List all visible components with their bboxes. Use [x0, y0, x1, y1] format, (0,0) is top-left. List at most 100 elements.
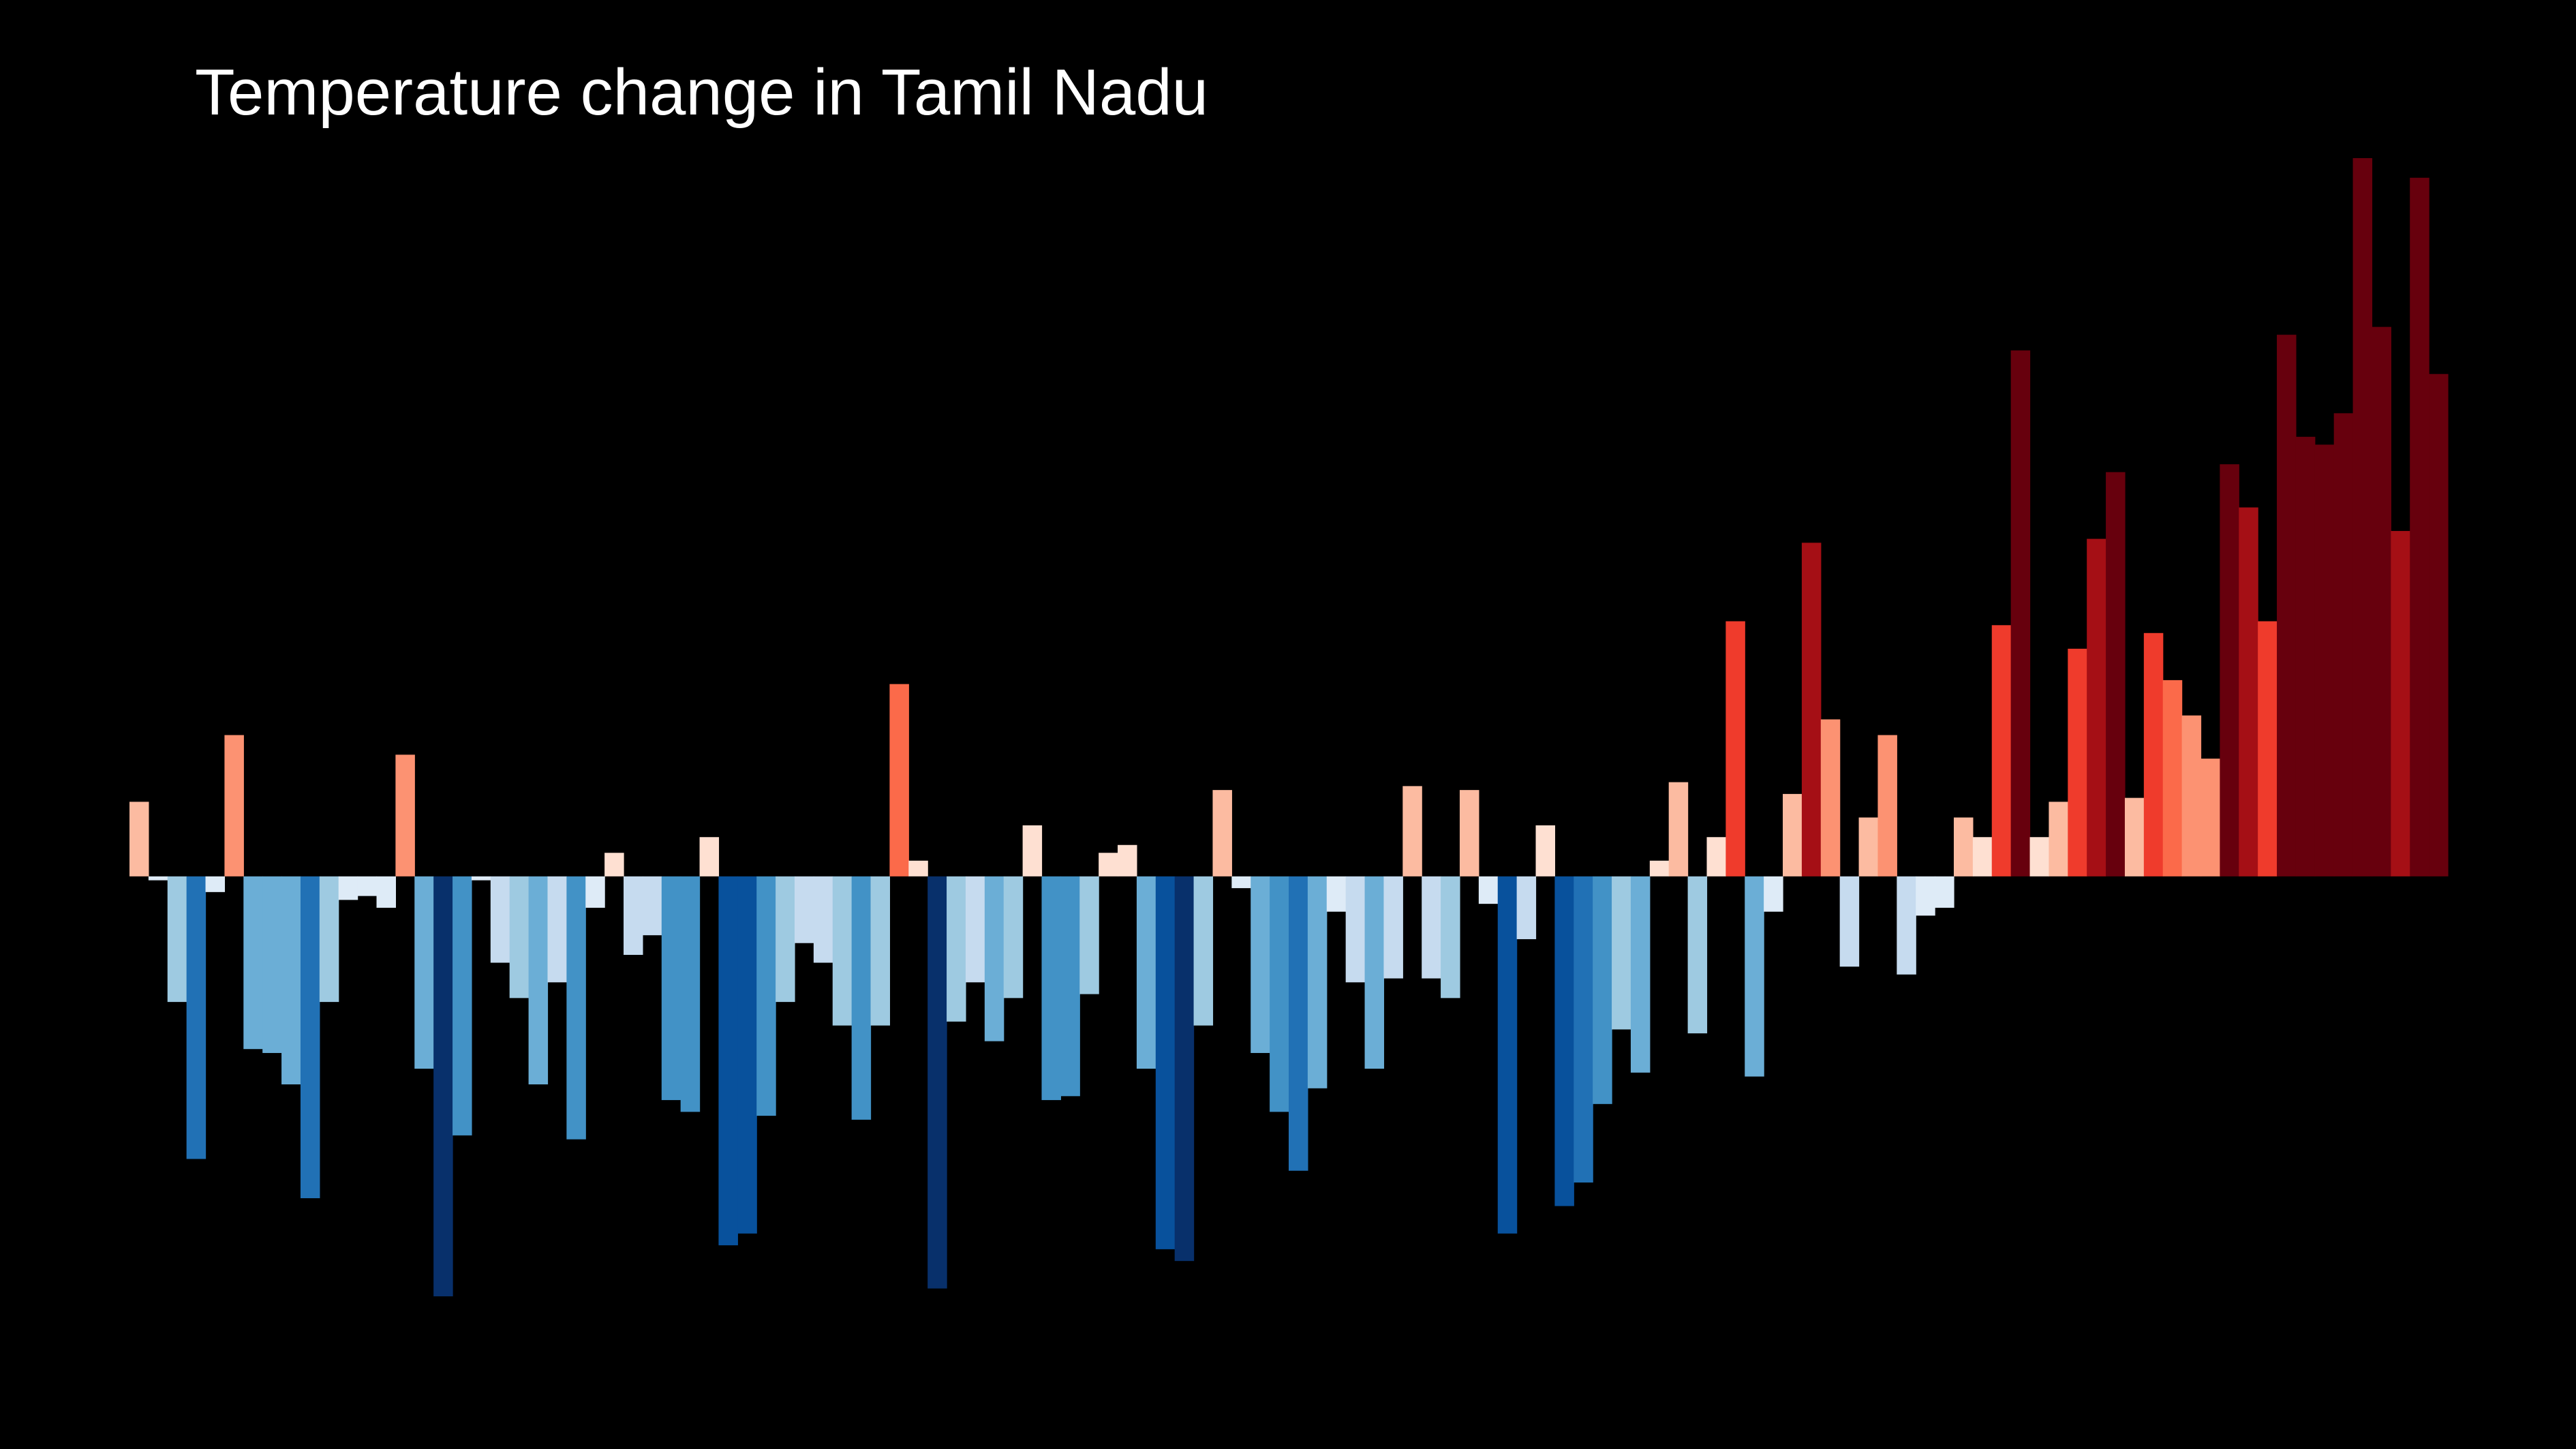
temperature-bar [927, 876, 947, 1289]
temperature-bar [1041, 876, 1061, 1101]
temperature-bar [1953, 817, 1974, 876]
temperature-bar [1593, 876, 1612, 1104]
temperature-bar [1535, 825, 1555, 876]
temperature-bar [2391, 531, 2410, 876]
temperature-bar [699, 837, 720, 876]
temperature-bar [1118, 844, 1137, 876]
temperature-bar [1897, 876, 1916, 975]
temperature-bar [205, 876, 226, 892]
temperature-bar [604, 853, 624, 876]
temperature-bar [1099, 853, 1118, 876]
temperature-bar [2124, 797, 2145, 876]
temperature-bar [2333, 413, 2354, 876]
temperature-bar [1612, 876, 1631, 1030]
temperature-bar [167, 876, 187, 1003]
temperature-bar [2162, 680, 2183, 876]
temperature-bar [2258, 621, 2278, 876]
temperature-bar [756, 876, 776, 1116]
temperature-bar [2239, 507, 2258, 876]
temperature-bar [642, 876, 662, 936]
temperature-bar [832, 876, 853, 1026]
temperature-bar [624, 876, 643, 955]
temperature-bar [148, 876, 168, 881]
temperature-bar [1916, 876, 1935, 916]
temperature-bar [794, 876, 814, 943]
temperature-bar [1307, 876, 1328, 1088]
temperature-bar [1839, 876, 1860, 967]
temperature-bar [414, 876, 434, 1069]
temperature-bar [1820, 719, 1841, 876]
temperature-bar [262, 876, 282, 1053]
temperature-bar [1402, 786, 1422, 876]
temperature-bar [1877, 735, 1897, 876]
temperature-bar [1003, 876, 1024, 998]
temperature-bar [1441, 876, 1460, 998]
temperature-bar [851, 876, 872, 1120]
temperature-bar [2106, 472, 2126, 876]
temperature-bar [1783, 793, 1803, 876]
temperature-bar [471, 876, 491, 881]
temperature-bar [1858, 817, 1879, 876]
temperature-bar [2429, 373, 2449, 876]
temperature-bar [2410, 177, 2429, 876]
temperature-bar [1231, 876, 1251, 889]
temperature-bar [2068, 648, 2087, 876]
temperature-bar [528, 876, 549, 1085]
temperature-bar [357, 876, 378, 896]
temperature-bar [2220, 464, 2239, 876]
temperature-bar [1972, 837, 1993, 876]
temperature-bar [1155, 876, 1176, 1249]
temperature-bar [965, 876, 985, 983]
temperature-bar [947, 876, 966, 1022]
temperature-bar [585, 876, 605, 908]
temperature-bar [281, 876, 301, 1085]
temperature-bar [1668, 782, 1689, 876]
temperature-bar [338, 876, 358, 900]
temperature-bar [2295, 436, 2316, 876]
temperature-bar [1364, 876, 1385, 1069]
temperature-bar [718, 876, 738, 1246]
temperature-bar [661, 876, 681, 1101]
temperature-bar [129, 802, 149, 876]
temperature-bar [243, 876, 263, 1050]
temperature-bar [376, 876, 396, 908]
temperature-bar [433, 876, 453, 1296]
temperature-bar [1345, 876, 1366, 983]
temperature-bar [300, 876, 320, 1199]
temperature-bar [2143, 632, 2164, 876]
temperature-bar [490, 876, 510, 963]
temperature-bar [1516, 876, 1537, 939]
temperature-bar [889, 684, 909, 876]
temperature-bar [2201, 759, 2220, 876]
temperature-bar [2049, 802, 2068, 876]
temperature-bar [2372, 326, 2391, 876]
temperature-bar [1630, 876, 1651, 1073]
temperature-bar [2010, 350, 2031, 876]
temperature-bar [1745, 876, 1764, 1077]
temperature-bar [870, 876, 891, 1026]
temperature-bar [1764, 876, 1783, 912]
temperature-bar [2277, 335, 2297, 876]
temperature-bar [2087, 538, 2106, 876]
temperature-bar [984, 876, 1005, 1041]
temperature-bar [2181, 715, 2202, 876]
temperature-bar [224, 735, 244, 876]
temperature-bar [547, 876, 567, 983]
temperature-bar [1383, 876, 1403, 979]
temperature-bar [566, 876, 586, 1140]
temperature-bar [453, 876, 472, 1135]
temperature-bar [1251, 876, 1270, 1053]
temperature-bar [776, 876, 795, 1003]
temperature-bar [1687, 876, 1708, 1034]
temperature-bar [1801, 543, 1822, 876]
temperature-bar [186, 876, 206, 1159]
temperature-bar [2314, 444, 2335, 876]
temperature-bar [1079, 876, 1099, 994]
temperature-bar [908, 860, 928, 876]
temperature-bar [395, 754, 415, 876]
temperature-bar [1478, 876, 1499, 904]
temperature-bar [1326, 876, 1347, 912]
temperature-bar [1554, 876, 1574, 1206]
temperature-bar [1726, 621, 1745, 876]
